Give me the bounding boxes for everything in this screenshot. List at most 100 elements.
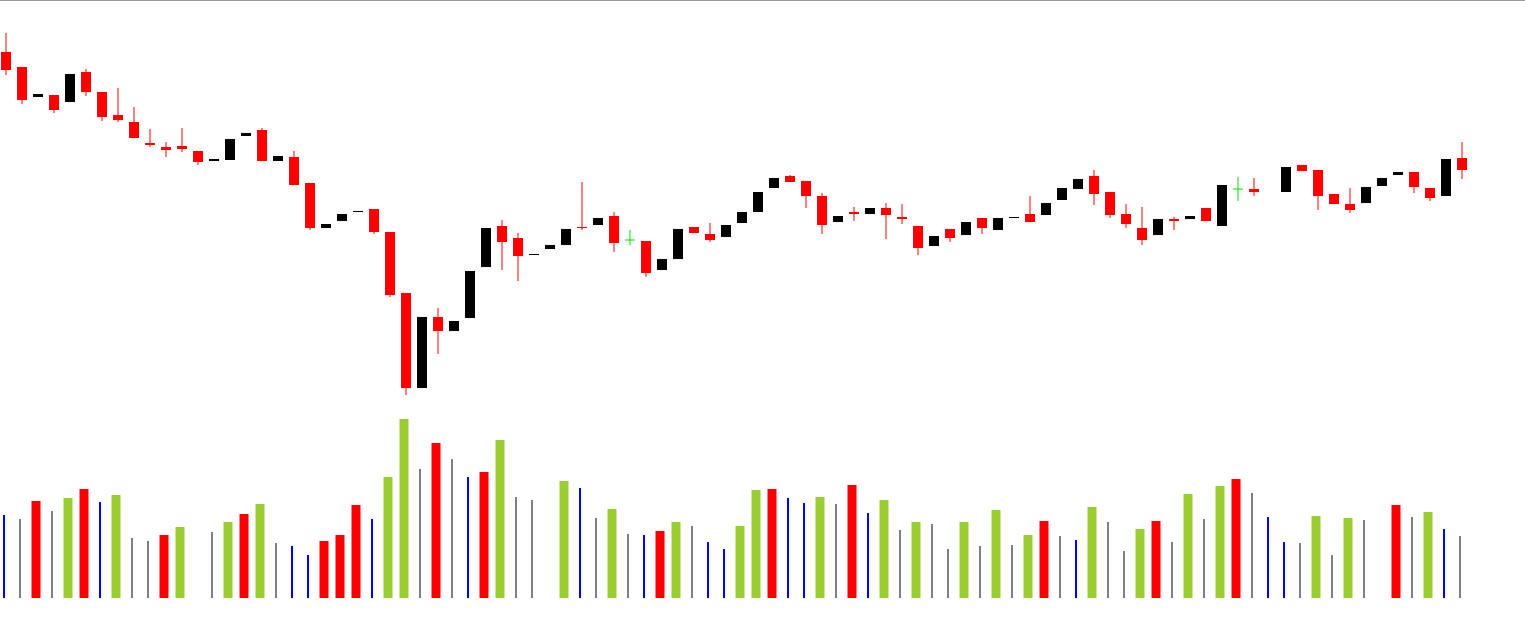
candle-body xyxy=(1345,204,1355,210)
volume-bar xyxy=(835,504,837,598)
volume-bar xyxy=(979,546,981,598)
candle-body xyxy=(1137,228,1147,240)
candle-body xyxy=(1329,194,1339,204)
volume-bar xyxy=(655,531,665,598)
volume-bar xyxy=(1311,516,1321,598)
volume-bar xyxy=(399,419,409,598)
candle-body xyxy=(1009,217,1019,218)
candle-body xyxy=(497,226,507,242)
volume-bar xyxy=(335,535,345,598)
volume-bar xyxy=(607,509,617,598)
candle-body xyxy=(1073,179,1083,189)
candle-body xyxy=(449,321,459,331)
candle-body xyxy=(113,115,123,120)
candle-body xyxy=(769,178,779,188)
candle-body xyxy=(529,254,539,255)
volume-bar xyxy=(495,440,505,598)
volume-bar xyxy=(175,527,185,598)
volume-bar xyxy=(1203,519,1205,598)
candle-body xyxy=(145,143,155,145)
candle-body xyxy=(689,227,699,233)
candle-body xyxy=(1377,178,1387,186)
volume-bar xyxy=(1183,494,1193,598)
candle-body xyxy=(1457,158,1467,170)
candle-body xyxy=(545,245,555,249)
candle-body xyxy=(65,74,75,102)
volume-bar xyxy=(1059,536,1061,598)
volume-bar xyxy=(847,485,857,598)
volume-bar xyxy=(1343,518,1353,598)
candle-body xyxy=(881,208,891,215)
volume-bar xyxy=(879,500,889,598)
volume-bar xyxy=(1443,529,1445,598)
volume-bar xyxy=(1087,507,1097,598)
volume-bar xyxy=(1251,493,1253,598)
volume-bar xyxy=(275,543,277,598)
volume-bar xyxy=(223,522,233,598)
candle-body xyxy=(977,218,987,228)
volume-bar xyxy=(1011,545,1013,598)
volume-bar xyxy=(1123,551,1125,598)
volume-bar xyxy=(467,477,469,598)
candle-body xyxy=(929,236,939,246)
volume-bar xyxy=(131,538,133,598)
volume-bar xyxy=(767,489,777,598)
volume-bar xyxy=(19,519,21,598)
volume-bar xyxy=(351,505,361,598)
volume-bar xyxy=(319,541,329,598)
candle-body xyxy=(801,181,811,196)
volume-bar xyxy=(947,549,949,598)
volume-bar xyxy=(899,530,901,598)
volume-bar xyxy=(515,497,517,598)
volume-bar xyxy=(643,535,645,598)
candle-body xyxy=(1089,176,1099,194)
candle-body xyxy=(1185,216,1195,219)
volume-bar xyxy=(159,535,169,598)
candle-body xyxy=(481,228,491,267)
candle-body xyxy=(897,217,907,219)
candle-body xyxy=(1041,203,1051,215)
volume-bar xyxy=(911,522,921,598)
candle-body xyxy=(129,122,139,138)
volume-bar xyxy=(479,472,489,598)
candle-body xyxy=(673,229,683,259)
candle-body xyxy=(513,238,523,256)
volume-bar xyxy=(1363,520,1365,598)
volume-bar xyxy=(1039,521,1049,598)
volume-bar xyxy=(531,500,533,598)
volume-bar xyxy=(431,443,441,598)
volume-bar xyxy=(419,469,421,598)
volume-bar xyxy=(1423,512,1433,598)
candle-body xyxy=(209,159,219,161)
candle-body xyxy=(833,216,843,222)
candle-body xyxy=(401,293,411,388)
candle-body xyxy=(993,218,1003,230)
candle-body xyxy=(865,208,875,214)
candle-body xyxy=(33,94,43,97)
candle-body xyxy=(1169,219,1179,221)
volume-bar xyxy=(815,497,825,598)
candle-body xyxy=(1297,165,1307,171)
volume-bar xyxy=(1459,536,1461,598)
candle-body xyxy=(257,130,267,161)
candle-body xyxy=(161,147,171,150)
volume-bar xyxy=(383,477,393,598)
candle-body xyxy=(609,216,619,243)
volume-bar xyxy=(147,541,149,598)
volume-bar xyxy=(99,502,101,598)
candle-body xyxy=(49,95,59,110)
candle-body xyxy=(1217,185,1227,226)
candle-body xyxy=(193,151,203,162)
volume-bar xyxy=(31,501,41,598)
candle-body xyxy=(353,211,363,212)
volume-bar xyxy=(371,519,373,598)
candle-body xyxy=(641,241,651,273)
candle-body xyxy=(961,222,971,235)
volume-bar xyxy=(803,503,805,598)
candle-body xyxy=(1281,167,1291,192)
candle-body xyxy=(1153,219,1163,235)
volume-bar xyxy=(627,534,629,598)
volume-bar xyxy=(291,546,293,598)
